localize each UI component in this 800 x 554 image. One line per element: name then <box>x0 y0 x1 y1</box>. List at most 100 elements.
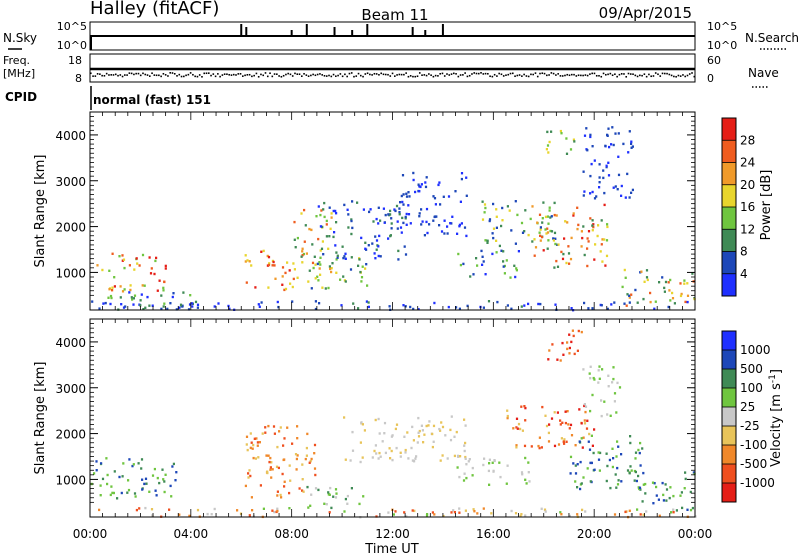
nave-dot <box>521 75 523 77</box>
velocity-cell <box>598 365 601 368</box>
power-cell <box>600 304 603 307</box>
velocity-cell <box>680 491 683 494</box>
power-cell <box>679 294 683 298</box>
power-cell <box>483 203 487 206</box>
velocity-cell <box>607 385 610 388</box>
velocity-cell <box>323 502 326 505</box>
nave-dot <box>466 75 469 78</box>
velocity-cell <box>388 447 391 450</box>
power-cell <box>446 225 449 228</box>
power-cell <box>545 232 548 235</box>
power-cell <box>412 307 415 311</box>
power-cell <box>266 254 269 258</box>
power-cell <box>576 227 579 231</box>
velocity-cell <box>446 457 449 460</box>
velocity-cell <box>607 374 610 377</box>
power-cell <box>336 254 339 257</box>
velocity-cell <box>335 492 338 495</box>
power-cell <box>454 190 457 193</box>
power-cell <box>401 216 404 220</box>
nave-dot <box>477 72 480 75</box>
power-cell <box>300 212 303 215</box>
power-cell <box>634 288 637 292</box>
velocity-cell <box>629 441 632 445</box>
power-cell <box>360 276 364 279</box>
power-cell <box>396 227 399 230</box>
power-cell <box>608 145 611 149</box>
power-cell <box>630 146 633 149</box>
cpid-value: normal (fast) 151 <box>93 93 211 107</box>
velocity-cell <box>306 432 309 436</box>
power-cell <box>312 266 315 270</box>
velocity-ytick-label: 2000 <box>55 428 86 442</box>
power-cell <box>340 304 343 307</box>
power-cell <box>646 278 649 282</box>
velocity-cell <box>541 405 544 409</box>
nave-dot <box>514 75 516 78</box>
power-cell <box>248 260 251 263</box>
power-cell <box>531 205 534 208</box>
velocity-cell <box>432 424 436 428</box>
power-cell <box>325 219 328 223</box>
velocity-cell <box>609 486 612 490</box>
power-cell <box>349 268 353 271</box>
power-cell <box>146 295 149 299</box>
power-cell <box>302 252 305 256</box>
nave-dot <box>600 75 603 78</box>
velocity-cell <box>314 473 317 477</box>
power-cell <box>423 234 426 237</box>
velocity-colorbar-segment <box>722 388 736 407</box>
velocity-cell <box>272 425 276 428</box>
velocity-cell <box>291 442 294 445</box>
velocity-cell <box>686 508 689 511</box>
velocity-cell <box>301 463 304 466</box>
velocity-cell <box>404 451 407 454</box>
power-cell <box>484 206 487 210</box>
nave-dot <box>439 72 441 75</box>
nave-dot <box>650 75 652 78</box>
velocity-cell <box>387 511 390 514</box>
velocity-colorbar-segment <box>722 350 736 369</box>
nave-dot <box>507 73 510 76</box>
nave-dot <box>509 72 512 75</box>
velocity-cell <box>527 471 530 474</box>
velocity-cell <box>427 424 430 427</box>
nave-dot <box>114 73 117 76</box>
velocity-cell <box>459 455 462 458</box>
power-cell <box>350 219 353 223</box>
date-title: 09/Apr/2015 <box>599 4 692 22</box>
velocity-cell <box>538 436 541 439</box>
nave-dot <box>511 72 514 75</box>
power-cell <box>546 130 549 134</box>
power-cell <box>613 301 616 304</box>
velocity-cell <box>383 432 386 435</box>
velocity-cell <box>582 368 585 371</box>
nave-dot <box>500 73 503 76</box>
nsky-tick-bottom: 10^0 <box>57 39 87 52</box>
power-cell <box>607 174 611 177</box>
power-cell <box>395 204 399 208</box>
velocity-cell <box>155 494 158 497</box>
nave-dot <box>364 73 367 75</box>
power-cell <box>318 302 321 305</box>
velocity-cell <box>163 490 166 494</box>
velocity-cell <box>256 441 259 444</box>
power-colorbar-tick-label: 12 <box>740 222 755 236</box>
power-cell <box>405 223 408 226</box>
velocity-cell <box>464 441 467 445</box>
velocity-cell <box>377 417 380 421</box>
power-cell <box>691 272 694 275</box>
nave-dot <box>471 73 473 75</box>
velocity-cell <box>493 459 496 463</box>
nave-dot <box>235 74 237 76</box>
power-cell <box>317 205 320 208</box>
power-cell <box>91 300 94 303</box>
velocity-cell <box>662 493 665 497</box>
velocity-cell <box>593 378 596 381</box>
nsearch-label: N.Search <box>745 31 799 45</box>
power-ytick-label: 2000 <box>55 221 86 235</box>
power-cell <box>301 247 304 250</box>
power-cell <box>301 254 304 257</box>
velocity-cell <box>288 507 291 510</box>
power-cell <box>449 222 452 225</box>
